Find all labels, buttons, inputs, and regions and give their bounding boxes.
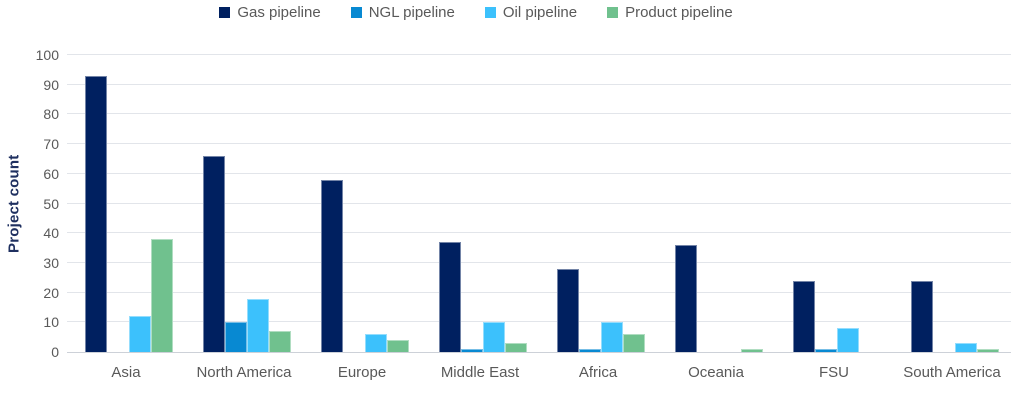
gridline-50	[67, 202, 1011, 204]
y-tick-label-70: 70	[43, 136, 59, 153]
bar-oil-pipeline-north-america	[247, 299, 269, 352]
x-axis-label-fsu: FSU	[819, 364, 849, 381]
x-axis-label-europe: Europe	[337, 364, 387, 381]
bar-gas-pipeline-middle-east	[439, 242, 461, 352]
bar-product-pipeline-asia	[151, 239, 173, 352]
bar-ngl-pipeline-africa	[579, 349, 601, 352]
y-tick-label-80: 80	[43, 106, 59, 123]
bar-oil-pipeline-asia	[129, 316, 151, 352]
bar-gas-pipeline-asia	[85, 76, 107, 352]
oil-pipeline-swatch-icon	[484, 7, 496, 18]
bar-product-pipeline-africa	[623, 334, 645, 352]
y-tick-label-100: 100	[35, 47, 59, 63]
x-axis-label-north-america: North America	[196, 364, 292, 381]
y-tick-label-10: 10	[43, 314, 59, 331]
gridline-10	[67, 321, 1011, 323]
legend-label: NGL pipeline	[368, 4, 455, 21]
legend-label: Oil pipeline	[502, 4, 578, 21]
bar-gas-pipeline-north-america	[203, 156, 225, 352]
legend-label: Product pipeline	[625, 4, 733, 21]
gridline-20	[67, 291, 1011, 293]
bar-product-pipeline-north-america	[269, 331, 291, 352]
bar-ngl-pipeline-fsu	[815, 349, 837, 352]
x-axis-label-asia: Asia	[111, 364, 141, 381]
y-tick-label-50: 50	[43, 195, 59, 212]
chart-legend: Gas pipeline NGL pipeline Oil pipeline Prod…	[0, 4, 988, 21]
gas-pipeline-swatch-icon	[219, 7, 231, 18]
gridline-40	[67, 232, 1011, 234]
bar-oil-pipeline-middle-east	[483, 322, 505, 352]
y-tick-label-0: 0	[51, 344, 59, 360]
bar-oil-pipeline-fsu	[837, 328, 859, 352]
x-axis-line	[67, 352, 1011, 353]
y-tick-label-20: 20	[43, 284, 59, 301]
gridline-60	[67, 172, 1011, 174]
bar-gas-pipeline-oceania	[675, 245, 697, 352]
legend-label: Gas pipeline	[237, 4, 321, 21]
bar-oil-pipeline-africa	[601, 322, 623, 352]
y-tick-label-30: 30	[43, 254, 59, 271]
x-axis-label-middle-east: Middle East	[440, 364, 520, 381]
legend-item-oil-pipeline: Oil pipeline	[484, 4, 578, 21]
y-tick-label-90: 90	[43, 76, 59, 93]
y-tick-label-40: 40	[43, 225, 59, 242]
gridline-30	[67, 261, 1011, 263]
x-axis-label-africa: Africa	[578, 364, 618, 381]
y-tick-label-60: 60	[43, 165, 59, 182]
gridline-100	[67, 54, 1011, 55]
legend-item-gas-pipeline: Gas pipeline	[219, 4, 321, 21]
legend-item-ngl-pipeline: NGL pipeline	[350, 4, 455, 21]
bar-oil-pipeline-south-america	[955, 343, 977, 352]
bar-product-pipeline-oceania	[741, 349, 763, 352]
gridline-70	[67, 143, 1011, 145]
gridline-90	[67, 83, 1011, 85]
bar-ngl-pipeline-north-america	[225, 322, 247, 352]
bar-gas-pipeline-fsu	[793, 281, 815, 352]
bar-product-pipeline-europe	[387, 340, 409, 352]
x-axis-label-oceania: Oceania	[688, 364, 744, 381]
legend-item-product-pipeline: Product pipeline	[607, 4, 733, 21]
bar-ngl-pipeline-middle-east	[461, 349, 483, 352]
bar-gas-pipeline-south-america	[911, 281, 933, 352]
plot-area	[67, 54, 1011, 353]
bar-product-pipeline-south-america	[977, 349, 999, 352]
ngl-pipeline-swatch-icon	[350, 7, 362, 18]
bar-product-pipeline-middle-east	[505, 343, 527, 352]
gridline-80	[67, 113, 1011, 115]
product-pipeline-swatch-icon	[607, 7, 619, 18]
bar-gas-pipeline-europe	[321, 180, 343, 352]
bar-oil-pipeline-europe	[365, 334, 387, 352]
x-axis-label-south-america: South America	[903, 364, 1001, 381]
bar-gas-pipeline-africa	[557, 269, 579, 352]
